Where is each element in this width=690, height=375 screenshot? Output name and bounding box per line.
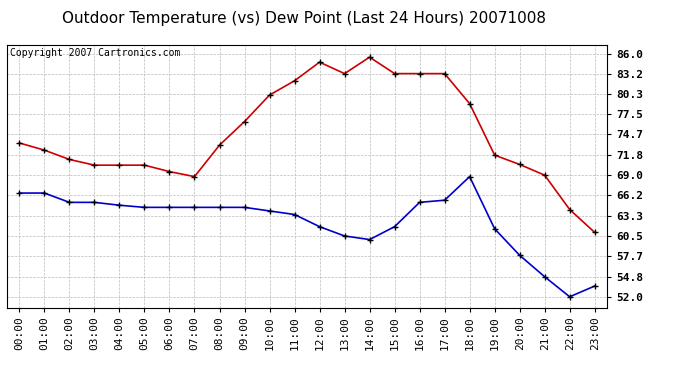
Text: Outdoor Temperature (vs) Dew Point (Last 24 Hours) 20071008: Outdoor Temperature (vs) Dew Point (Last… [61,11,546,26]
Text: Copyright 2007 Cartronics.com: Copyright 2007 Cartronics.com [10,48,180,58]
